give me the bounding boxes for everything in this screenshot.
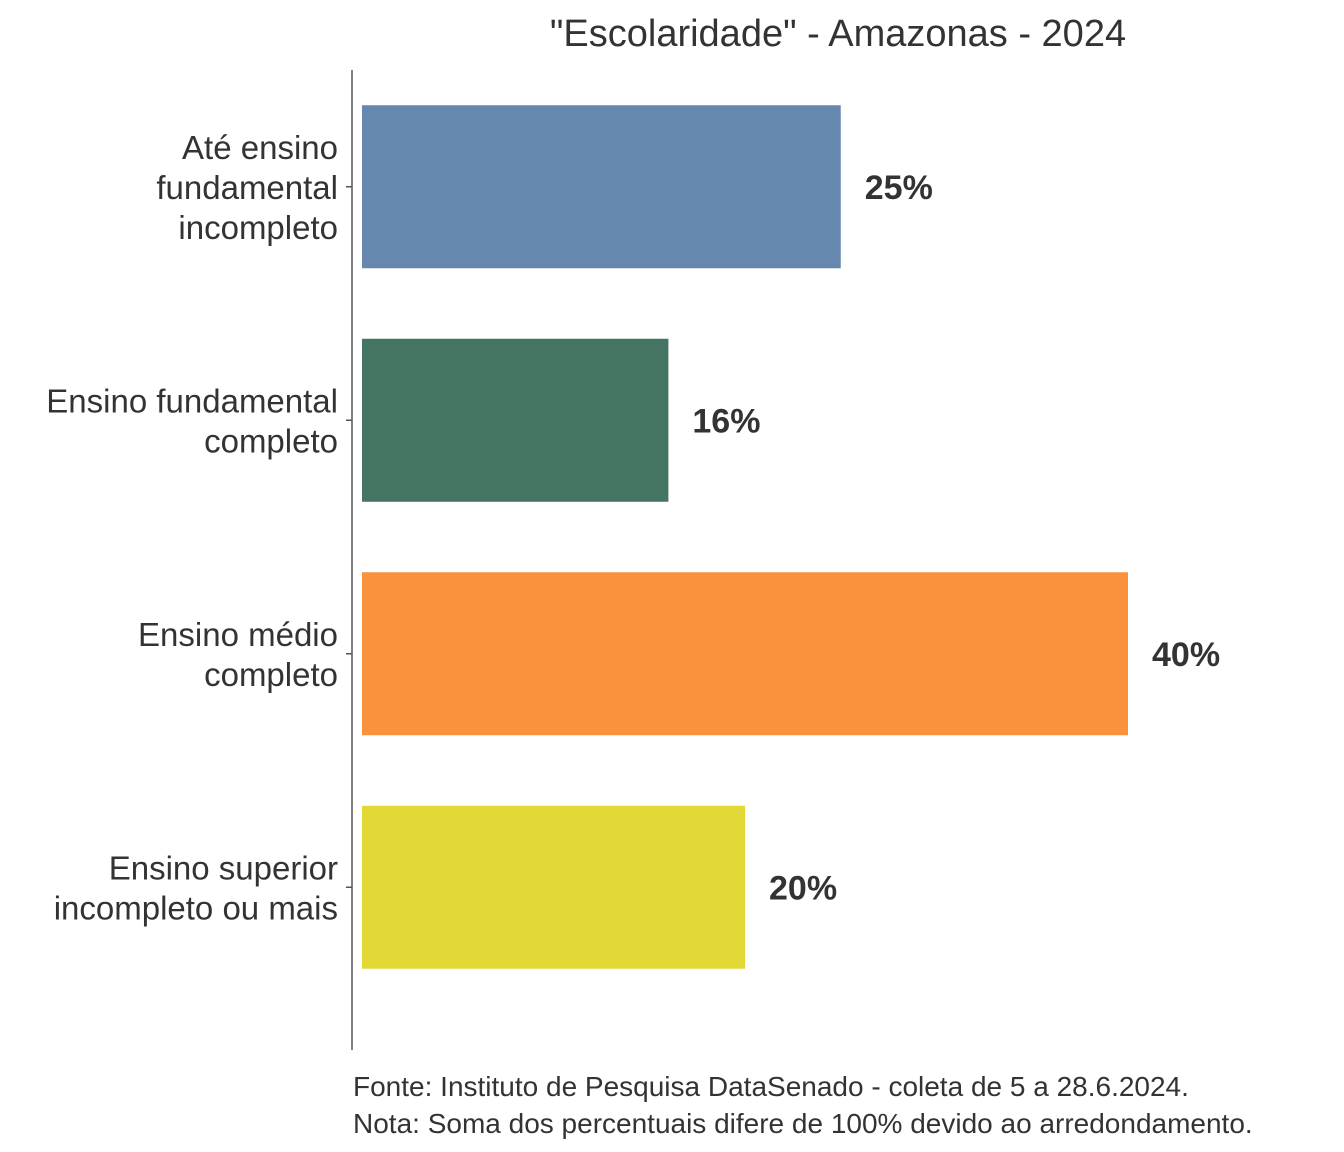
- bars-group: 25% Até ensino fundamental incompleto 16% Ens…: [46, 105, 1220, 969]
- category-label-line: fundamental: [156, 169, 338, 206]
- bar-3: [362, 805, 745, 969]
- category-label-0: Até ensino fundamental incompleto: [156, 129, 338, 246]
- value-label-2: 40%: [1152, 636, 1220, 674]
- footnote: Nota: Soma dos percentuais difere de 100…: [353, 1108, 1253, 1139]
- category-label-line: completo: [204, 656, 338, 693]
- category-label-line: Até ensino: [182, 129, 338, 166]
- bar-0: [362, 105, 841, 269]
- category-label-3: Ensino superior incompleto ou mais: [54, 849, 338, 926]
- category-label-line: Ensino superior: [109, 849, 338, 886]
- bar-2: [362, 572, 1128, 736]
- category-label-line: completo: [204, 422, 338, 459]
- category-label-line: Ensino médio: [138, 616, 338, 653]
- category-label-line: Ensino fundamental: [46, 382, 338, 419]
- source-note: Fonte: Instituto de Pesquisa DataSenado …: [353, 1071, 1189, 1102]
- value-label-0: 25%: [865, 169, 933, 207]
- category-label-line: incompleto ou mais: [54, 889, 338, 926]
- value-label-1: 16%: [692, 402, 760, 440]
- value-label-3: 20%: [769, 869, 837, 907]
- category-label-2: Ensino médio completo: [138, 616, 338, 693]
- category-label-1: Ensino fundamental completo: [46, 382, 338, 459]
- chart-title: "Escolaridade" - Amazonas - 2024: [550, 13, 1126, 55]
- category-label-line: incompleto: [178, 209, 338, 246]
- bar-1: [362, 338, 669, 502]
